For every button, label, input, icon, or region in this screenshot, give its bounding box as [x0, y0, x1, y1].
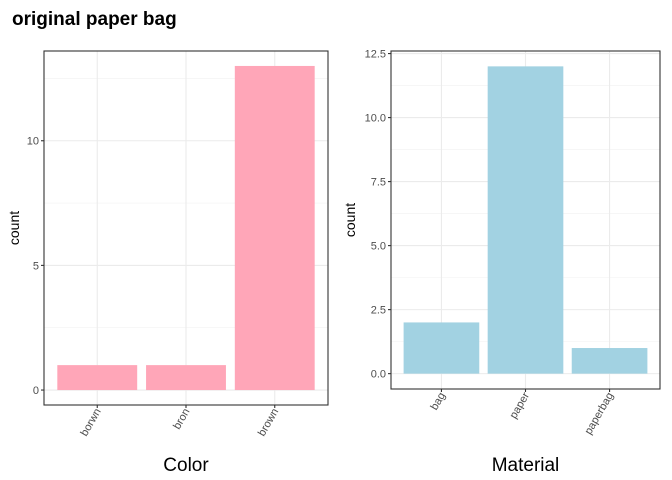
y-tick-label: 5.0 — [371, 241, 386, 253]
y-tick-label: 5 — [33, 260, 39, 272]
y-tick-label: 12.5 — [365, 49, 386, 61]
x-tick-label-brown: brown — [256, 407, 281, 439]
x-tick-label-bag: bag — [428, 391, 448, 413]
y-tick-label: 2.5 — [371, 305, 386, 317]
bar-borwn — [57, 365, 138, 391]
y-tick-label: 7.5 — [371, 177, 386, 189]
y-axis-title: count — [6, 211, 22, 245]
y-axis-title: count — [342, 203, 358, 237]
chart-panel-1: 0 5 10 borwn bron brown Color count — [6, 50, 329, 476]
x-tick-label-paperbag: paperbag — [583, 391, 617, 437]
bar-brown — [234, 65, 315, 391]
x-axis-title: Material — [492, 455, 560, 476]
bar-paperbag — [571, 348, 648, 374]
y-tick-label: 10 — [27, 136, 39, 148]
y-tick-label: 10.0 — [365, 113, 386, 125]
x-tick-label-bron: bron — [171, 407, 192, 432]
x-axis-title: Color — [163, 455, 209, 476]
figure-title: original paper bag — [12, 9, 177, 30]
y-tick-label: 0 — [33, 385, 39, 397]
bar-bron — [146, 365, 226, 391]
chart-panel-2: 0.0 2.5 5.0 7.5 10.0 12.5 bag paper paperbag Mate… — [342, 49, 661, 476]
bar-bag — [403, 322, 480, 374]
x-tick-label-borwn: borwn — [78, 407, 103, 439]
bar-paper — [487, 66, 564, 374]
x-tick-label-paper: paper — [508, 390, 533, 421]
y-tick-label: 0.0 — [371, 369, 386, 381]
